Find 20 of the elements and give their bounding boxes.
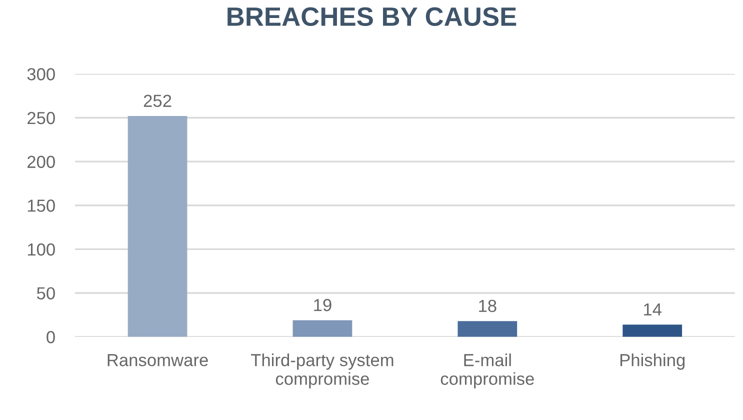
data-label: 18 (479, 300, 496, 312)
y-tick-label: 300 (27, 68, 55, 80)
x-tick-label: Ransomware (108, 354, 208, 366)
bar (622, 324, 682, 337)
chart-title: BREACHES BY CAUSE (228, 7, 516, 26)
bar (128, 116, 188, 337)
y-tick-label: 250 (28, 112, 55, 124)
y-tick-label: 200 (28, 156, 55, 168)
data-label: 19 (314, 298, 332, 312)
data-label: 14 (644, 303, 662, 316)
y-tick-label: 0 (46, 331, 55, 344)
x-tick-label: E-mail compromise (440, 354, 534, 388)
bar (458, 321, 518, 337)
bar (292, 320, 352, 337)
y-tick-label: 50 (36, 287, 55, 300)
y-tick-label: 100 (28, 243, 55, 256)
data-label: 252 (144, 94, 172, 107)
y-tick-label: 150 (28, 200, 55, 212)
x-tick-label: Third-party system compromise (250, 354, 394, 388)
x-tick-label: Phishing (620, 354, 685, 370)
